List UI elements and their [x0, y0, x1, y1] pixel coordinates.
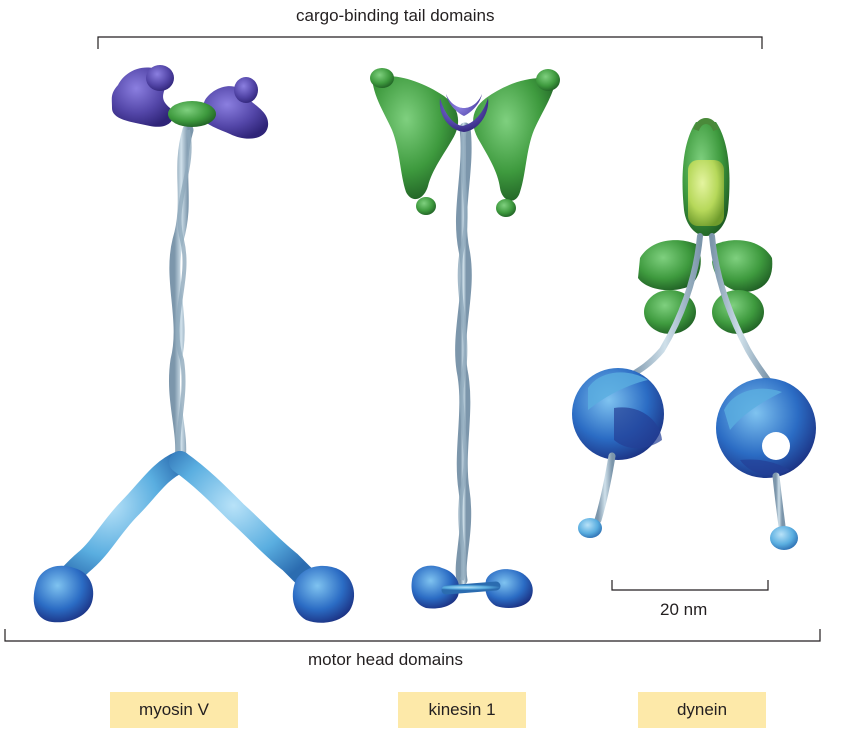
bottom-bracket-line [4, 629, 821, 642]
kinesin-1-molecule [370, 68, 560, 609]
kinesin-stalk [455, 122, 472, 586]
dynein-mt-binding-tip-right [770, 526, 798, 550]
myosin-lever-arm-left [51, 451, 191, 595]
myosin-cargo-domain-right [199, 86, 269, 139]
myosin-lever-arm-right [169, 451, 325, 597]
dynein-mt-stalk-right [772, 472, 786, 530]
dynein-stalk-left [627, 233, 703, 379]
label-dynein: dynein [638, 692, 766, 728]
myosin-motor-head-right [292, 565, 355, 623]
scale-bar-label: 20 nm [660, 600, 708, 619]
top-bracket-line [97, 36, 763, 49]
dynein-motor-ring-left [572, 368, 664, 460]
dynein-motor-ring-right [716, 378, 816, 478]
kinesin-motor-head-right [485, 569, 533, 608]
dynein-cargo-domain-left [638, 240, 701, 291]
kinesin-cargo-domain-left [372, 76, 459, 200]
scale-bar-line [611, 580, 769, 591]
myosin-v-molecule [33, 65, 355, 623]
myosin-motor-head-left [33, 565, 94, 623]
kinesin-cargo-domain-right [473, 78, 556, 201]
label-myosin-v: myosin V [110, 692, 238, 728]
dynein-mt-stalk-left [594, 452, 616, 524]
bottom-bracket-label: motor head domains [308, 650, 463, 669]
kinesin-motor-head-left [411, 565, 460, 609]
myosin-central-green [168, 101, 216, 127]
label-kinesin-1: kinesin 1 [398, 692, 526, 728]
kinesin-central-purple [439, 94, 489, 132]
dynein-molecule [572, 118, 816, 550]
dynein-stalk-right [709, 233, 771, 383]
top-bracket-label: cargo-binding tail domains [296, 6, 495, 25]
dynein-cargo-domain-right [712, 240, 773, 292]
dynein-mt-binding-tip-left [578, 518, 602, 538]
